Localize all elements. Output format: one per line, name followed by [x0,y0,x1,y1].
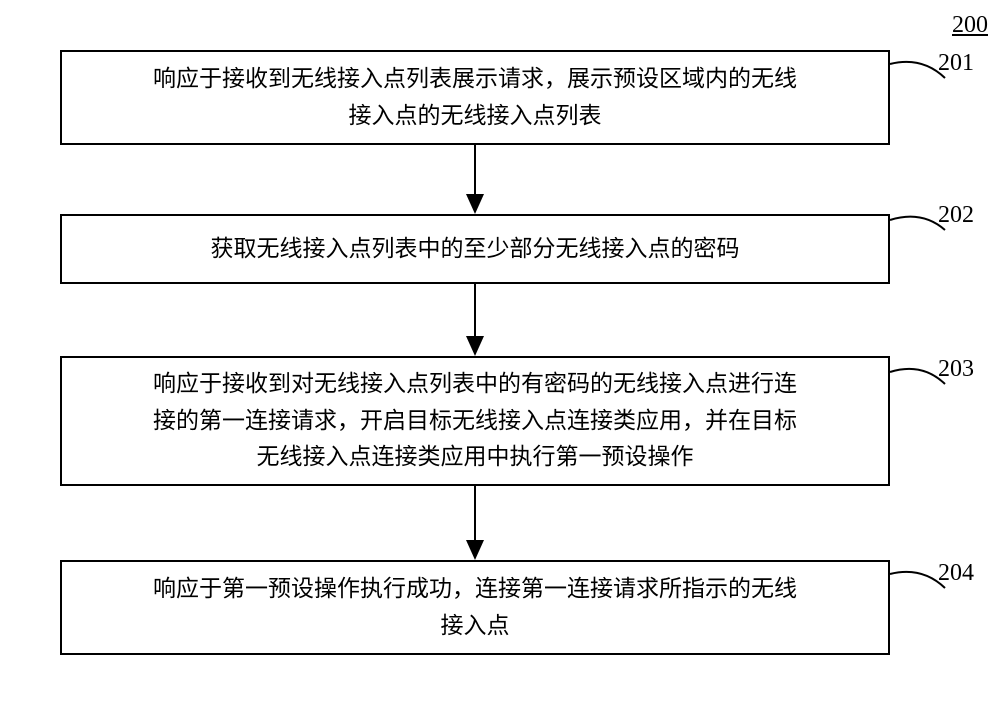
flow-node-text: 响应于接收到无线接入点列表展示请求，展示预设区域内的无线 接入点的无线接入点列表 [153,61,797,135]
lead-line-n3 [890,369,945,384]
step-label-202: 202 [938,202,974,229]
flowchart-canvas: 200 响应于接收到无线接入点列表展示请求，展示预设区域内的无线 接入点的无线接… [0,0,1000,717]
flow-node-text: 响应于第一预设操作执行成功，连接第一连接请求所指示的无线 接入点 [153,571,797,645]
flow-node-n3: 响应于接收到对无线接入点列表中的有密码的无线接入点进行连 接的第一连接请求，开启… [60,356,890,486]
arrowhead-icon [466,336,484,356]
flow-node-n4: 响应于第一预设操作执行成功，连接第一连接请求所指示的无线 接入点 [60,560,890,655]
arrowhead-icon [466,540,484,560]
lead-line-n4 [890,572,945,588]
diagram-id-label: 200 [938,12,988,39]
flow-node-n2: 获取无线接入点列表中的至少部分无线接入点的密码 [60,214,890,284]
step-label-203: 203 [938,356,974,383]
flow-node-n1: 响应于接收到无线接入点列表展示请求，展示预设区域内的无线 接入点的无线接入点列表 [60,50,890,145]
flow-node-text: 获取无线接入点列表中的至少部分无线接入点的密码 [211,231,740,268]
step-label-201: 201 [938,50,974,77]
lead-line-n1 [890,62,945,78]
lead-line-n2 [890,217,945,230]
flow-node-text: 响应于接收到对无线接入点列表中的有密码的无线接入点进行连 接的第一连接请求，开启… [153,366,797,476]
arrowhead-icon [466,194,484,214]
step-label-204: 204 [938,560,974,587]
